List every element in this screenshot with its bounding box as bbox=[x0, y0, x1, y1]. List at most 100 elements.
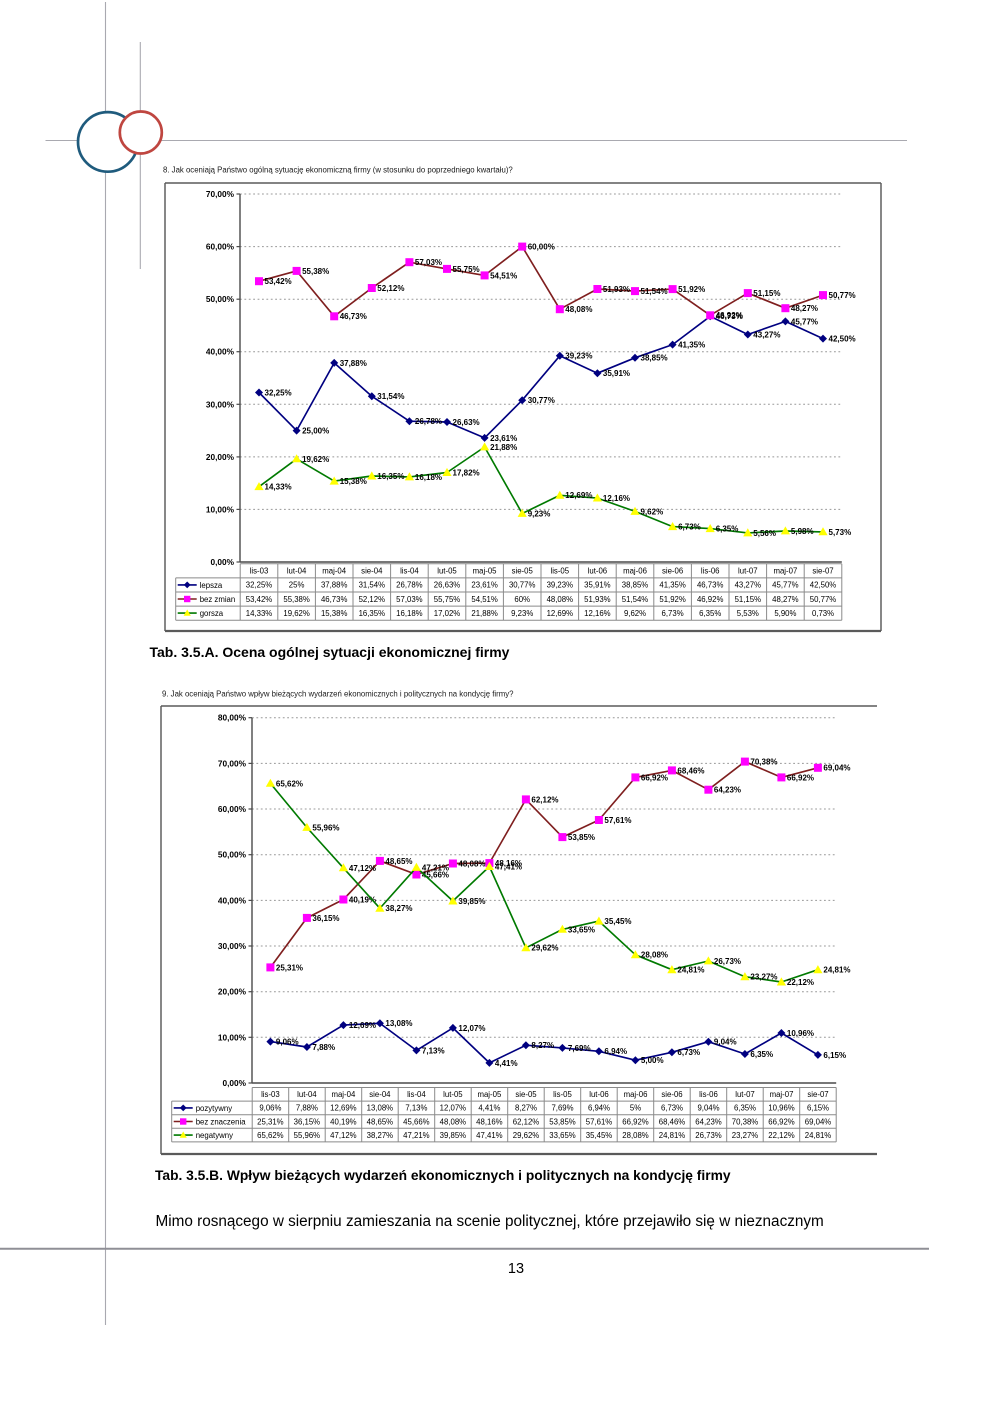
svg-text:lut-05: lut-05 bbox=[437, 567, 457, 576]
svg-text:39,23%: 39,23% bbox=[547, 581, 574, 590]
svg-text:20,00%: 20,00% bbox=[218, 987, 247, 997]
svg-text:12,07%: 12,07% bbox=[458, 1024, 485, 1033]
svg-text:8. Jak oceniają Państwo ogólną: 8. Jak oceniają Państwo ogólną sytuację … bbox=[163, 166, 513, 175]
svg-text:6,94%: 6,94% bbox=[604, 1047, 627, 1056]
svg-text:5,53%: 5,53% bbox=[737, 609, 759, 618]
svg-text:30,77%: 30,77% bbox=[528, 396, 555, 405]
svg-text:15,38%: 15,38% bbox=[321, 609, 348, 618]
svg-text:8,27%: 8,27% bbox=[515, 1104, 537, 1113]
svg-text:lut-05: lut-05 bbox=[443, 1090, 463, 1099]
svg-text:55,75%: 55,75% bbox=[434, 595, 461, 604]
svg-text:12,69%: 12,69% bbox=[330, 1104, 357, 1113]
svg-text:70,00%: 70,00% bbox=[206, 189, 235, 199]
svg-text:47,12%: 47,12% bbox=[330, 1131, 357, 1140]
svg-text:54,51%: 54,51% bbox=[490, 271, 517, 280]
svg-text:25,00%: 25,00% bbox=[302, 427, 329, 436]
svg-text:26,73%: 26,73% bbox=[695, 1131, 722, 1140]
svg-text:lut-07: lut-07 bbox=[735, 1090, 755, 1099]
svg-text:50,77%: 50,77% bbox=[829, 291, 856, 300]
svg-text:42,50%: 42,50% bbox=[810, 581, 837, 590]
svg-text:70,38%: 70,38% bbox=[732, 1117, 759, 1126]
svg-text:6,35%: 6,35% bbox=[734, 1104, 756, 1113]
svg-text:Tab. 3.5.A. Ocena ogólnej sytu: Tab. 3.5.A. Ocena ogólnej sytuacji ekono… bbox=[150, 644, 510, 660]
svg-text:52,12%: 52,12% bbox=[377, 284, 404, 293]
svg-text:lis-06: lis-06 bbox=[701, 567, 720, 576]
svg-text:maj-04: maj-04 bbox=[322, 567, 346, 576]
svg-text:7,69%: 7,69% bbox=[551, 1104, 573, 1113]
svg-text:maj-07: maj-07 bbox=[773, 567, 797, 576]
svg-text:sie-05: sie-05 bbox=[515, 1090, 537, 1099]
svg-text:13: 13 bbox=[508, 1261, 524, 1277]
svg-text:4,41%: 4,41% bbox=[495, 1059, 518, 1068]
svg-text:46,73%: 46,73% bbox=[697, 581, 724, 590]
svg-text:30,00%: 30,00% bbox=[218, 941, 247, 951]
svg-text:Tab. 3.5.B. Wpływ bieżących wy: Tab. 3.5.B. Wpływ bieżących wydarzeń eko… bbox=[155, 1168, 731, 1183]
svg-text:7,88%: 7,88% bbox=[312, 1043, 335, 1052]
svg-text:6,73%: 6,73% bbox=[678, 523, 701, 532]
svg-text:45,66%: 45,66% bbox=[422, 870, 449, 879]
svg-text:17,02%: 17,02% bbox=[434, 609, 461, 618]
svg-text:26,78%: 26,78% bbox=[415, 417, 442, 426]
svg-text:14,33%: 14,33% bbox=[246, 609, 273, 618]
svg-text:70,00%: 70,00% bbox=[218, 758, 247, 768]
svg-text:lis-06: lis-06 bbox=[699, 1090, 718, 1099]
svg-text:9,62%: 9,62% bbox=[624, 609, 646, 618]
svg-text:sie-04: sie-04 bbox=[369, 1090, 391, 1099]
svg-text:maj-04: maj-04 bbox=[331, 1090, 355, 1099]
svg-text:66,92%: 66,92% bbox=[787, 773, 814, 782]
svg-text:13,08%: 13,08% bbox=[367, 1104, 394, 1113]
svg-text:10,96%: 10,96% bbox=[787, 1029, 814, 1038]
svg-text:9,06%: 9,06% bbox=[276, 1038, 299, 1047]
svg-text:40,19%: 40,19% bbox=[349, 895, 376, 904]
svg-text:9,04%: 9,04% bbox=[697, 1104, 719, 1113]
svg-text:57,61%: 57,61% bbox=[586, 1117, 613, 1126]
svg-text:12,07%: 12,07% bbox=[440, 1104, 467, 1113]
svg-text:69,04%: 69,04% bbox=[823, 764, 850, 773]
svg-text:60,00%: 60,00% bbox=[528, 243, 555, 252]
svg-text:Mimo rosnącego w sierpniu zami: Mimo rosnącego w sierpniu zamieszania na… bbox=[156, 1213, 824, 1230]
svg-text:39,85%: 39,85% bbox=[458, 897, 485, 906]
svg-text:6,73%: 6,73% bbox=[661, 1104, 683, 1113]
svg-text:9,62%: 9,62% bbox=[641, 507, 664, 516]
svg-text:65,62%: 65,62% bbox=[276, 779, 303, 788]
svg-text:negatywny: negatywny bbox=[196, 1131, 233, 1140]
svg-text:60%: 60% bbox=[514, 595, 530, 604]
svg-text:37,88%: 37,88% bbox=[321, 581, 348, 590]
svg-text:53,85%: 53,85% bbox=[549, 1117, 576, 1126]
svg-text:6,35%: 6,35% bbox=[750, 1050, 773, 1059]
svg-text:66,92%: 66,92% bbox=[768, 1117, 795, 1126]
svg-text:50,00%: 50,00% bbox=[206, 294, 235, 304]
svg-text:8,27%: 8,27% bbox=[531, 1041, 554, 1050]
svg-text:47,12%: 47,12% bbox=[349, 864, 376, 873]
svg-text:17,82%: 17,82% bbox=[453, 468, 480, 477]
svg-text:lis-03: lis-03 bbox=[250, 567, 269, 576]
svg-text:maj-05: maj-05 bbox=[477, 1090, 501, 1099]
svg-text:bez zmian: bez zmian bbox=[200, 595, 236, 604]
svg-text:10,00%: 10,00% bbox=[218, 1032, 247, 1042]
svg-text:40,00%: 40,00% bbox=[218, 895, 247, 905]
svg-text:26,78%: 26,78% bbox=[396, 581, 423, 590]
svg-text:41,35%: 41,35% bbox=[659, 581, 686, 590]
svg-text:53,85%: 53,85% bbox=[568, 833, 595, 842]
svg-text:38,27%: 38,27% bbox=[367, 1131, 394, 1140]
svg-text:24,81%: 24,81% bbox=[659, 1131, 686, 1140]
svg-text:lepsza: lepsza bbox=[200, 581, 223, 590]
svg-text:45,77%: 45,77% bbox=[791, 317, 818, 326]
svg-text:maj-06: maj-06 bbox=[624, 1090, 648, 1099]
svg-text:43,27%: 43,27% bbox=[753, 330, 780, 339]
svg-text:sie-07: sie-07 bbox=[812, 567, 833, 576]
svg-text:sie-06: sie-06 bbox=[662, 567, 683, 576]
svg-text:47,41%: 47,41% bbox=[495, 862, 522, 871]
svg-text:lut-06: lut-06 bbox=[588, 567, 608, 576]
svg-text:4,41%: 4,41% bbox=[478, 1104, 500, 1113]
svg-text:lis-03: lis-03 bbox=[261, 1090, 280, 1099]
svg-text:9. Jak oceniają Państwo wpływ: 9. Jak oceniają Państwo wpływ bieżących … bbox=[162, 690, 514, 699]
svg-text:53,42%: 53,42% bbox=[265, 277, 292, 286]
svg-text:48,16%: 48,16% bbox=[476, 1117, 503, 1126]
svg-text:14,33%: 14,33% bbox=[265, 483, 292, 492]
svg-text:25,31%: 25,31% bbox=[257, 1117, 284, 1126]
svg-text:57,61%: 57,61% bbox=[604, 816, 631, 825]
svg-text:12,69%: 12,69% bbox=[349, 1021, 376, 1030]
svg-text:5%: 5% bbox=[630, 1104, 641, 1113]
svg-text:sie-07: sie-07 bbox=[807, 1090, 828, 1099]
